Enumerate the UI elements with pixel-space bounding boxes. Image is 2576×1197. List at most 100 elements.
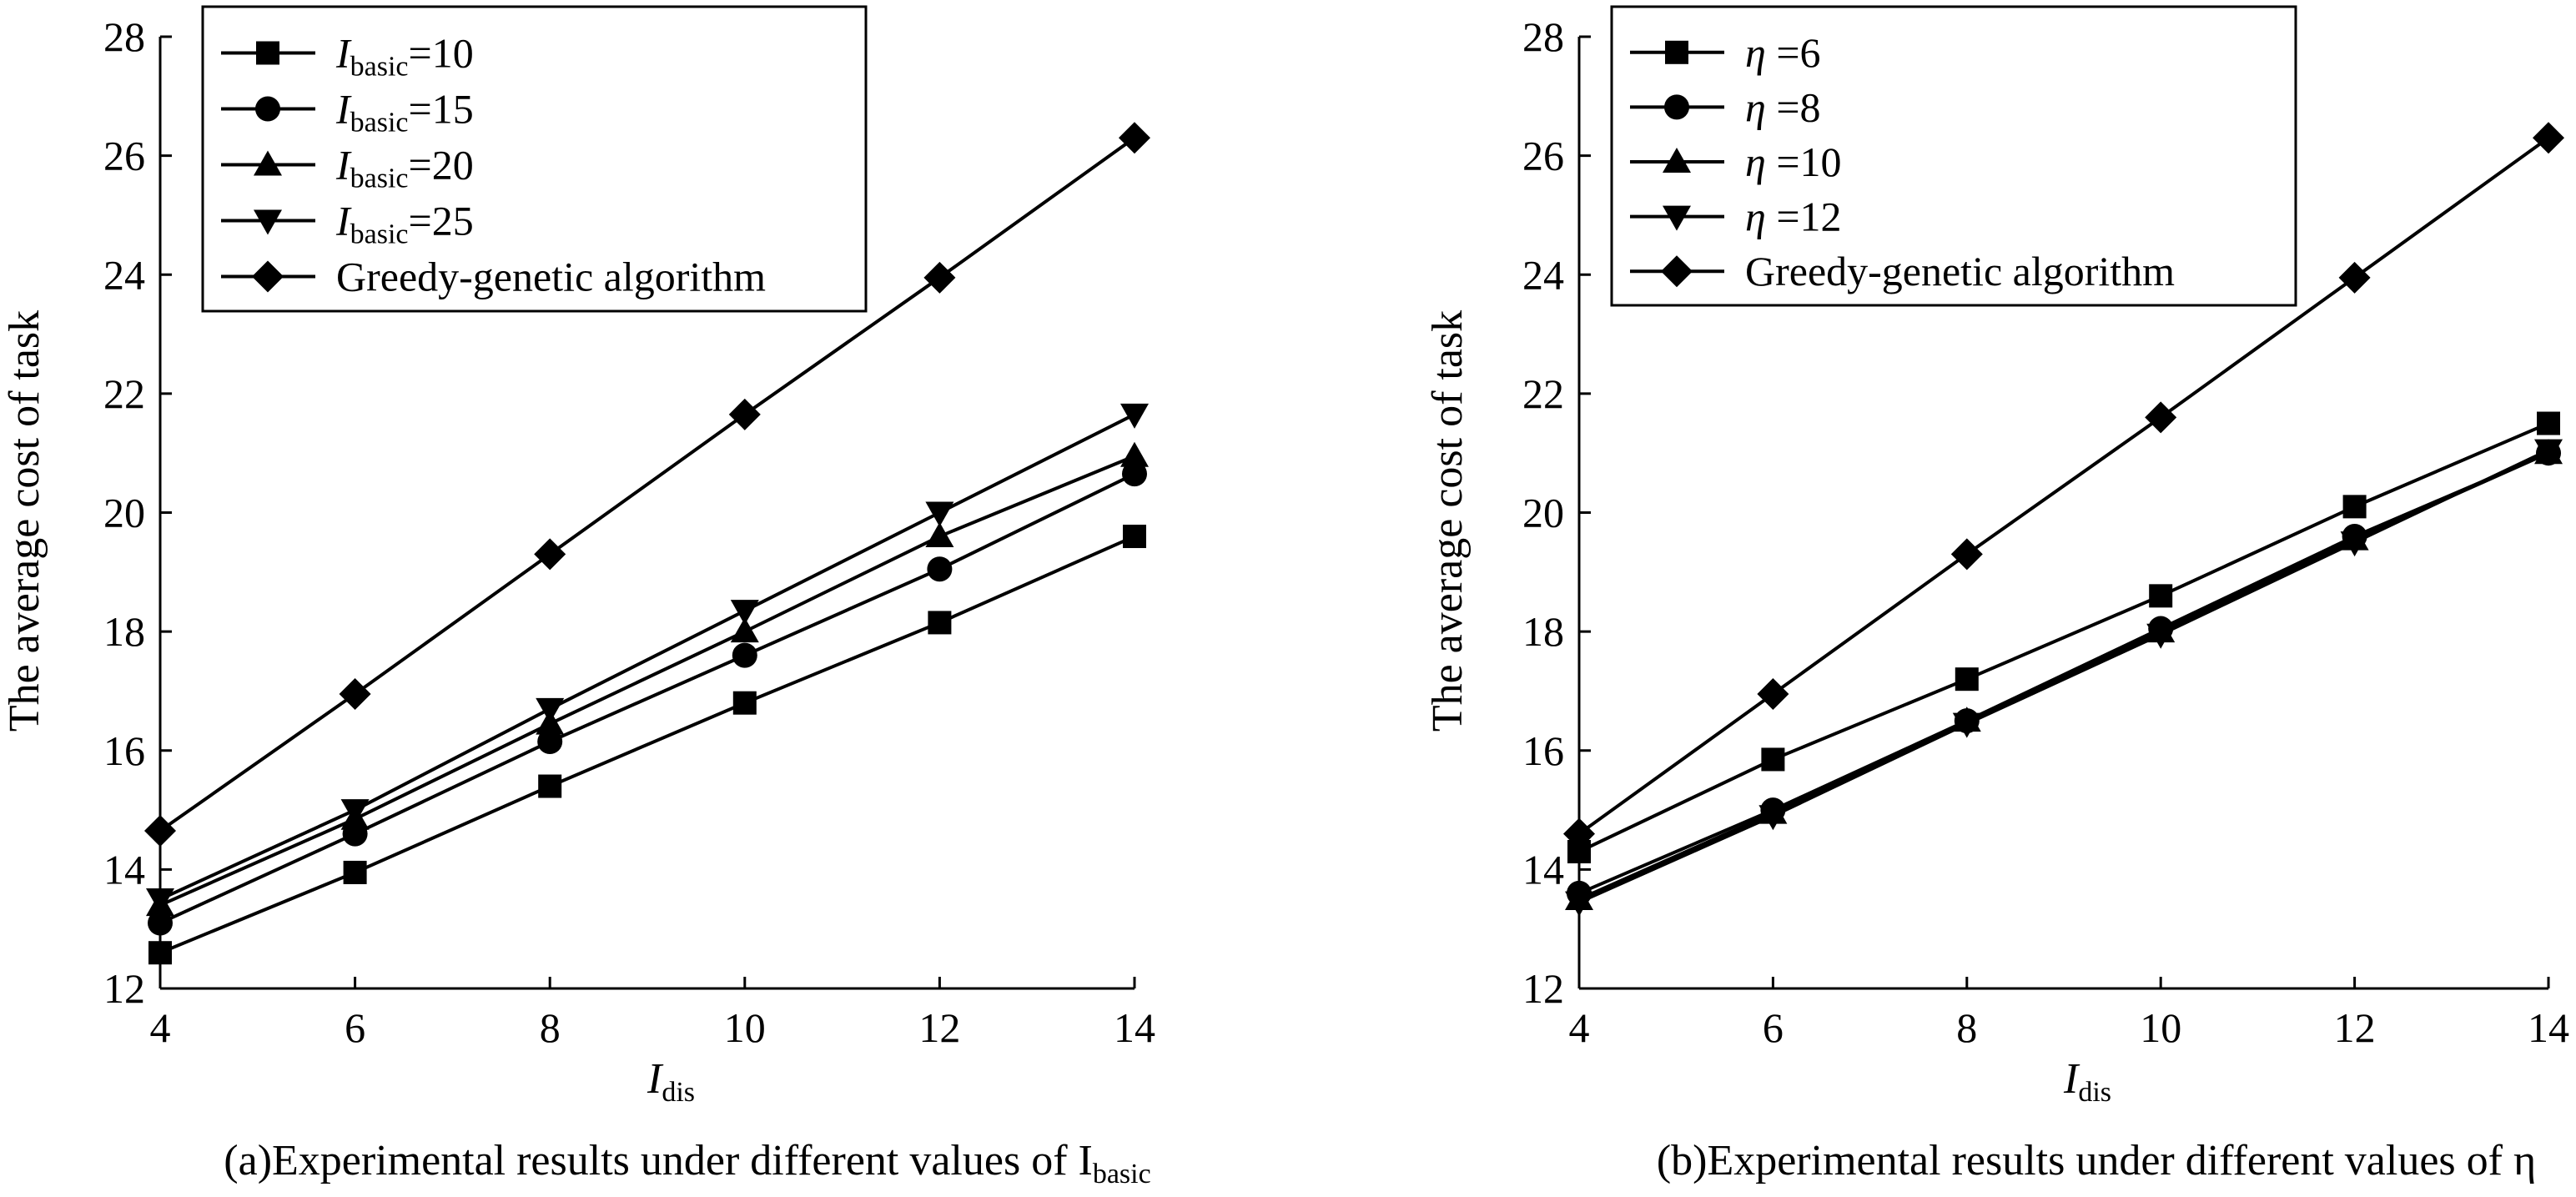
x-tick-label: 4: [1569, 1004, 1590, 1051]
legend-label: Greedy-genetic algorithm: [1745, 248, 2175, 294]
data-point-square: [928, 611, 952, 635]
data-point-triangle-down: [340, 799, 370, 825]
legend-marker-circle: [1664, 94, 1689, 120]
data-point-diamond: [534, 538, 566, 571]
data-point-triangle-down: [536, 697, 565, 723]
x-tick-label: 6: [1763, 1004, 1784, 1051]
data-point-square: [732, 691, 757, 715]
legend-item: Ibasic=15: [221, 86, 474, 138]
x-axis-label: Idis: [647, 1055, 695, 1108]
legend-item: Ibasic=20: [221, 142, 474, 194]
data-point-triangle-up: [925, 522, 954, 548]
figure-caption: (a)Experimental results under different …: [224, 1137, 1150, 1189]
legend-marker-square: [256, 41, 279, 65]
legend-marker-triangle-up: [254, 150, 282, 176]
y-axis-label: The average cost of task: [1, 310, 48, 732]
x-tick-label: 12: [2334, 1004, 2376, 1051]
data-point-circle: [148, 910, 173, 936]
panel-b-chart: 12 14 16 18 20 22 24 26 28 4 6 8 10 12 14 Idis The avera…: [1424, 5, 2569, 1184]
y-tick-label: 28: [103, 13, 145, 60]
data-point-square: [2537, 411, 2560, 435]
data-point-circle: [732, 642, 757, 668]
data-point-diamond: [2338, 261, 2371, 294]
series-line: [158, 136, 1136, 832]
y-tick-label: 14: [103, 846, 145, 893]
data-point-square: [148, 941, 172, 965]
y-tick-label: 16: [103, 727, 145, 774]
legend-label: η =8: [1745, 83, 1821, 130]
legend-item: Greedy-genetic algorithm: [1630, 248, 2175, 294]
figure-caption: (b)Experimental results under different …: [1657, 1137, 2536, 1184]
legend-label: Ibasic=20: [335, 142, 474, 194]
series-triangle-down: [146, 403, 1149, 914]
data-point-square: [2149, 584, 2173, 608]
data-point-triangle-down: [146, 888, 174, 914]
data-point-triangle-down: [1758, 805, 1788, 831]
legend-marker-diamond: [252, 260, 284, 293]
data-point-diamond: [144, 815, 176, 847]
data-point-diamond: [728, 398, 761, 430]
series-triangle-up: [146, 441, 1149, 917]
series-line: [159, 413, 1135, 901]
legend-label: Ibasic=10: [335, 30, 474, 83]
series-line: [159, 454, 1135, 907]
data-point-diamond: [1563, 817, 1595, 850]
series-circle: [148, 461, 1147, 936]
x-tick-label: 10: [2140, 1004, 2181, 1051]
y-tick-label: 12: [103, 965, 145, 1012]
data-point-square: [1761, 747, 1785, 772]
legend-label: Ibasic=15: [335, 86, 474, 138]
data-point-circle: [1122, 461, 1147, 487]
x-tick-label: 4: [150, 1004, 171, 1051]
data-point-diamond: [339, 678, 371, 711]
data-point-triangle-up: [730, 617, 759, 643]
legend-marker-triangle-up: [1663, 148, 1691, 173]
data-point-triangle-up: [1120, 441, 1149, 467]
legend-item: Ibasic=10: [221, 30, 474, 83]
panel-a-chart: 12 14 16 18 20 22 24 26 28 4 6 8 10 12 14 Idis The avera…: [1, 5, 1155, 1189]
y-tick-label: 20: [1522, 490, 1564, 536]
legend-label: Ibasic=25: [335, 198, 474, 250]
data-point-triangle-down: [2534, 439, 2563, 465]
legend-marker-diamond: [1661, 255, 1693, 288]
y-tick-label: 24: [103, 251, 145, 298]
data-point-diamond: [1950, 538, 1983, 571]
series-circle: [1567, 440, 2561, 906]
series-line: [1578, 448, 2549, 904]
y-tick-label: 12: [1522, 965, 1564, 1012]
x-tick-label: 14: [1114, 1004, 1155, 1051]
legend-marker-triangle-down: [1663, 205, 1691, 231]
data-point-square: [1955, 667, 1979, 692]
x-tick-label: 6: [345, 1004, 365, 1051]
series-line: [159, 472, 1135, 925]
data-point-square: [1123, 525, 1146, 549]
data-point-diamond: [1119, 122, 1150, 154]
x-tick-label: 8: [540, 1004, 561, 1051]
y-tick-label: 20: [103, 490, 145, 536]
series-triangle-down: [1565, 439, 2563, 917]
y-tick-label: 14: [1522, 846, 1564, 893]
series-line: [159, 535, 1135, 955]
y-tick-label: 26: [103, 133, 145, 179]
legend-item: η =6: [1630, 29, 1821, 76]
legend-box: [201, 5, 868, 313]
y-tick-label: 18: [1522, 608, 1564, 655]
series-diamond: [1563, 122, 2564, 850]
y-tick-label: 24: [1522, 251, 1564, 298]
series-line: [1578, 451, 2549, 901]
legend-box: [1610, 5, 2297, 307]
legend-label: η =12: [1745, 194, 1842, 240]
legend-marker-triangle-down: [254, 209, 282, 235]
data-point-triangle-down: [1952, 712, 1981, 738]
legend-item: Ibasic=25: [221, 198, 474, 250]
y-tick-label: 22: [103, 370, 145, 417]
data-point-square: [2342, 495, 2367, 519]
legend-item: η =10: [1630, 138, 1842, 185]
data-point-diamond: [2145, 401, 2177, 434]
y-axis-label: The average cost of task: [1424, 310, 1472, 732]
legend-item: Greedy-genetic algorithm: [221, 254, 766, 300]
data-point-square: [538, 774, 562, 798]
data-point-square: [343, 860, 367, 884]
x-tick-label: 10: [724, 1004, 766, 1051]
y-tick-label: 16: [1522, 727, 1564, 774]
